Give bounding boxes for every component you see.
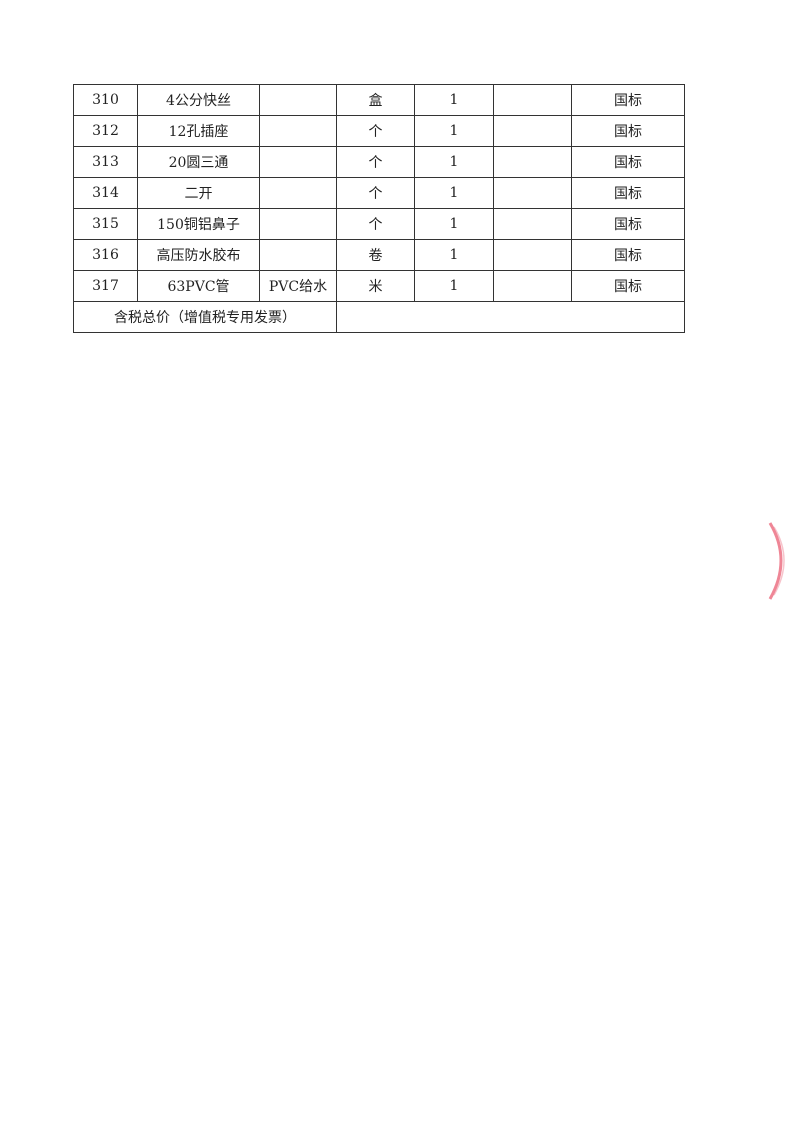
cell-price <box>493 239 572 271</box>
cell-spec <box>259 115 337 147</box>
cell-no: 317 <box>73 270 138 302</box>
materials-table: 310 4公分快丝盒 1 国标 312 12孔插座个 1 国标 313 20圆三通个 1 国标 314 二… <box>73 84 685 333</box>
total-label: 含税总价（增值税专用发票） <box>73 301 337 333</box>
cell-no: 310 <box>73 84 138 116</box>
cell-name: 150铜铝鼻子 <box>137 208 260 240</box>
cell-no: 315 <box>73 208 138 240</box>
cell-name: 12孔插座 <box>137 115 260 147</box>
cell-standard: 国标 <box>571 270 685 302</box>
cell-price <box>493 208 572 240</box>
table-row: 316 高压防水胶布 卷 1 国标 <box>73 239 685 271</box>
cell-standard: 国标 <box>571 239 685 271</box>
cell-standard: 国标 <box>571 115 685 147</box>
cell-standard: 国标 <box>571 84 685 116</box>
cell-qty: 1 <box>414 177 494 209</box>
cell-name: 二开 <box>137 177 260 209</box>
cell-standard: 国标 <box>571 208 685 240</box>
cell-spec <box>259 177 337 209</box>
cell-qty: 1 <box>414 270 494 302</box>
cell-name: 高压防水胶布 <box>137 239 260 271</box>
cell-qty: 1 <box>414 84 494 116</box>
cell-price <box>493 115 572 147</box>
cell-unit: 米 <box>336 270 415 302</box>
total-row: 含税总价（增值税专用发票） <box>73 301 685 333</box>
cell-no: 313 <box>73 146 138 178</box>
cell-standard: 国标 <box>571 146 685 178</box>
cell-spec <box>259 84 337 116</box>
cell-qty: 1 <box>414 208 494 240</box>
cell-unit: 个 <box>336 208 415 240</box>
cell-price <box>493 146 572 178</box>
cell-spec <box>259 146 337 178</box>
table-row: 314 二开 个 1 国标 <box>73 177 685 209</box>
total-value <box>336 301 685 333</box>
cell-price <box>493 84 572 116</box>
cell-unit: 盒 <box>336 84 415 116</box>
table-row: 312 12孔插座 个 1 国标 <box>73 115 685 147</box>
cell-qty: 1 <box>414 239 494 271</box>
red-stamp-edge <box>768 522 785 600</box>
cell-standard: 国标 <box>571 177 685 209</box>
cell-price <box>493 270 572 302</box>
cell-qty: 1 <box>414 115 494 147</box>
table-row: 310 4公分快丝 盒 1 国标 <box>73 84 685 116</box>
cell-spec <box>259 208 337 240</box>
table-row: 317 63PVC管 PVC给水米 1 国标 <box>73 270 685 302</box>
cell-unit: 个 <box>336 146 415 178</box>
cell-spec <box>259 239 337 271</box>
cell-no: 314 <box>73 177 138 209</box>
cell-no: 312 <box>73 115 138 147</box>
cell-name: 4公分快丝 <box>137 84 260 116</box>
table-row: 313 20圆三通 个 1 国标 <box>73 146 685 178</box>
cell-no: 316 <box>73 239 138 271</box>
cell-unit: 卷 <box>336 239 415 271</box>
cell-name: 63PVC管 <box>137 270 260 302</box>
cell-unit: 个 <box>336 115 415 147</box>
cell-name: 20圆三通 <box>137 146 260 178</box>
table-row: 315 150铜铝鼻子 个 1 国标 <box>73 208 685 240</box>
cell-spec: PVC给水 <box>259 270 337 302</box>
cell-qty: 1 <box>414 146 494 178</box>
cell-price <box>493 177 572 209</box>
cell-unit: 个 <box>336 177 415 209</box>
